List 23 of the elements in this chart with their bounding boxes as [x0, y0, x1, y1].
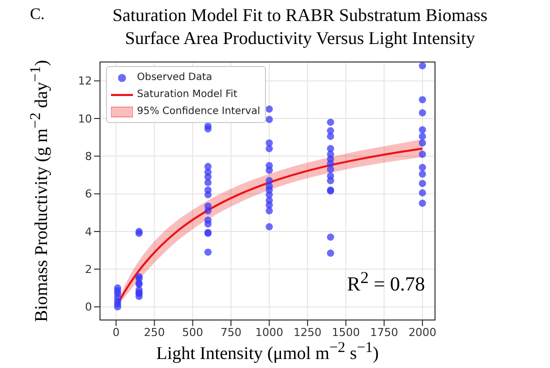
y-tick-label: 4: [85, 225, 92, 238]
x-axis-title: Light Intensity (μmol m$^{−2}$ s$^{−1}$): [155, 340, 380, 364]
legend-label: Saturation Model Fit: [137, 89, 238, 100]
y-tick-label: 6: [85, 188, 92, 201]
y-tick-label: 8: [85, 150, 92, 164]
x-tick-label: 1750: [370, 326, 398, 339]
y-tick-label: 10: [78, 112, 92, 126]
x-tick-label: 2000: [408, 326, 436, 339]
chart-title: Saturation Model Fit to RABR Substratum Biomass Surface Area Productivity Versus Light Intensity: [111, 4, 489, 50]
x-tick-label: 1000: [255, 326, 284, 339]
y-tick-label: 2: [85, 263, 92, 276]
text: C.: [30, 6, 45, 24]
annotation: R$^{2}$ = 0.78: [346, 268, 425, 297]
x-tick-label: 1250: [294, 326, 322, 339]
x-tick-label: 250: [144, 326, 165, 339]
y-tick-label: 0: [85, 300, 92, 314]
x-tick-label: 0: [112, 326, 120, 339]
x-tick-label: 500: [182, 326, 204, 339]
annotation: 95% Confidence Interval: [137, 106, 260, 117]
x-tick-label: 1500: [332, 326, 360, 339]
legend-label: Observed Data: [137, 72, 212, 83]
y-tick-label: 12: [78, 74, 92, 88]
x-tick-label: 750: [220, 326, 242, 339]
